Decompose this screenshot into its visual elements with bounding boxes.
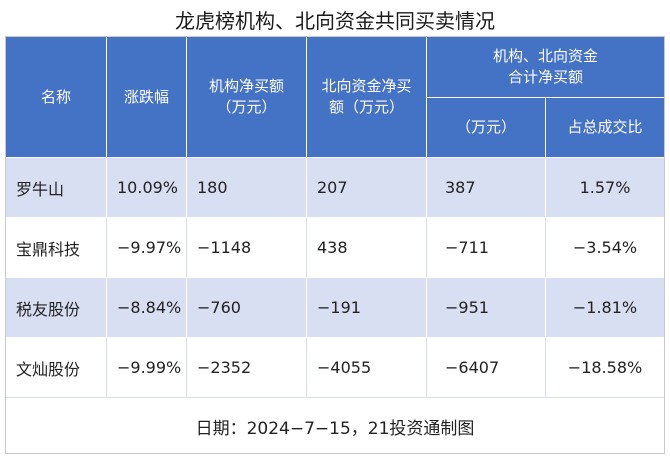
column-divider [186, 278, 187, 338]
combined-value: −6407 [445, 358, 500, 377]
change-value: 10.09% [117, 178, 179, 197]
column-divider [306, 218, 307, 278]
stock-name: 文灿股份 [16, 359, 81, 379]
column-divider [186, 158, 187, 218]
ratio-value: −1.81% [572, 298, 638, 317]
table-row: 宝鼎科技 −9.97% −1148 438 −711 −3.54% [6, 217, 664, 278]
column-divider [545, 158, 546, 218]
column-divider [426, 338, 427, 398]
north-net-value: 207 [317, 178, 348, 197]
inst-net-value: 180 [197, 178, 228, 197]
column-divider [106, 218, 107, 278]
inst-net-value: −1148 [197, 238, 252, 257]
column-divider [306, 158, 307, 218]
column-divider [306, 278, 307, 338]
column-divider [545, 278, 546, 338]
column-divider [426, 158, 427, 218]
header-divider [545, 97, 546, 157]
inst-net-value: −760 [197, 298, 241, 317]
source-footer: 日期：2024−7−15，21投资通制图 [6, 397, 664, 453]
header-combined-amount: （万元） [455, 118, 516, 136]
header-combined-group: 机构、北向资金 合计净买额 [492, 47, 598, 86]
header-divider [426, 97, 664, 98]
ratio-value: −18.58% [567, 358, 643, 377]
column-divider [186, 338, 187, 398]
header-inst-net: 机构净买额 （万元） [208, 77, 284, 116]
page-title: 龙虎榜机构、北向资金共同买卖情况 [175, 9, 495, 33]
column-divider [106, 278, 107, 338]
combined-value: −711 [445, 238, 489, 257]
table-row: 税友股份 −8.84% −760 −191 −951 −1.81% [6, 277, 664, 338]
column-divider [306, 338, 307, 398]
column-divider [426, 218, 427, 278]
ratio-value: 1.57% [579, 178, 631, 197]
ratio-value: −3.54% [572, 238, 638, 257]
header-divider [186, 37, 187, 157]
header-combined-ratio: 占总成交比 [567, 118, 643, 136]
column-divider [426, 278, 427, 338]
column-divider [545, 338, 546, 398]
header-name: 名称 [40, 87, 71, 106]
column-divider [545, 218, 546, 278]
data-table: 名称 涨跌幅 机构净买额 （万元） 北向资金净买 额（万元） 机构、北向资金 合… [5, 36, 665, 454]
stock-name: 罗牛山 [16, 179, 65, 199]
header-divider [106, 37, 107, 157]
column-divider [186, 218, 187, 278]
header-north-net: 北向资金净买 额（万元） [321, 77, 412, 116]
combined-value: 387 [445, 178, 476, 197]
stock-name: 宝鼎科技 [16, 239, 81, 259]
header-change: 涨跌幅 [123, 87, 169, 106]
change-value: −9.99% [117, 358, 182, 377]
combined-value: −951 [445, 298, 489, 317]
table-row: 罗牛山 10.09% 180 207 387 1.57% [6, 157, 664, 218]
inst-net-value: −2352 [197, 358, 252, 377]
table-row: 文灿股份 −9.99% −2352 −4055 −6407 −18.58% [6, 337, 664, 398]
north-net-value: −4055 [317, 358, 372, 377]
column-divider [106, 158, 107, 218]
table-header: 名称 涨跌幅 机构净买额 （万元） 北向资金净买 额（万元） 机构、北向资金 合… [6, 37, 664, 157]
change-value: −8.84% [117, 298, 182, 317]
stock-name: 税友股份 [16, 299, 81, 319]
change-value: −9.97% [117, 238, 182, 257]
north-net-value: 438 [317, 238, 348, 257]
header-divider [306, 37, 307, 157]
column-divider [106, 338, 107, 398]
north-net-value: −191 [317, 298, 361, 317]
